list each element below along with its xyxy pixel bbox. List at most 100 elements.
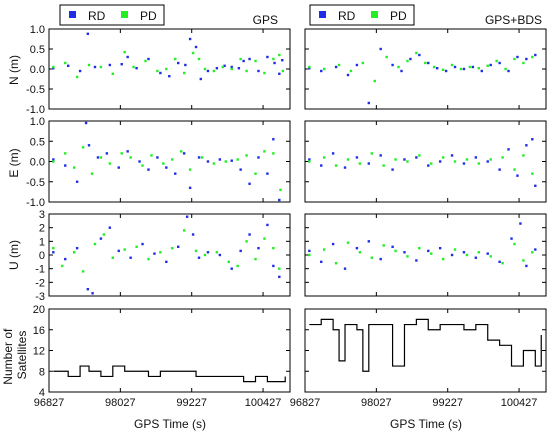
legend-marker-pd (371, 11, 378, 18)
y-tick-label: -2 (35, 277, 45, 289)
point-pd (132, 65, 135, 69)
point-pd (135, 245, 138, 248)
point-rd (87, 144, 91, 147)
point-rd (242, 59, 245, 63)
point-pd (477, 67, 481, 70)
point-pd (308, 253, 311, 257)
point-pd (489, 158, 492, 161)
point-pd (453, 248, 457, 251)
point-rd (206, 160, 210, 163)
point-rd (75, 180, 79, 183)
point-rd (320, 164, 323, 167)
point-pd (349, 69, 353, 73)
point-rd (126, 150, 129, 153)
point-pd (433, 65, 436, 69)
point-rd (197, 156, 201, 159)
point-rd (516, 174, 519, 177)
panel-u-gps-bds (304, 213, 547, 297)
point-rd (78, 69, 82, 73)
point-rd (206, 251, 210, 254)
point-rd (272, 264, 275, 268)
legend-frame (59, 4, 165, 26)
point-pd (370, 256, 373, 259)
point-pd (418, 154, 421, 157)
y-tick-label: 1 (39, 236, 45, 248)
point-rd (498, 260, 501, 264)
point-rd (474, 156, 478, 159)
point-rd (237, 67, 241, 70)
point-pd (52, 246, 55, 250)
y-tick-label: -1.0 (26, 197, 45, 209)
point-pd (361, 61, 365, 65)
point-pd (203, 253, 207, 257)
point-rd (248, 182, 251, 185)
point-pd (263, 237, 266, 240)
point-pd (182, 229, 186, 232)
legend-label-rd: RD (338, 9, 356, 23)
point-rd (165, 166, 168, 169)
y-tick-label: -3 (35, 291, 45, 303)
point-rd (355, 63, 359, 67)
point-pd (358, 162, 362, 165)
point-pd (230, 67, 233, 71)
point-rd (272, 138, 275, 141)
point-pd (75, 75, 79, 79)
point-rd (239, 168, 242, 171)
x-tick-label: 96827 (290, 397, 321, 409)
point-rd (52, 158, 55, 161)
point-rd (331, 152, 335, 155)
plot-frame (48, 308, 291, 393)
point-pd (64, 152, 67, 155)
point-rd (278, 275, 281, 279)
point-rd (525, 144, 528, 147)
point-rd (177, 61, 180, 65)
point-rd (435, 67, 439, 70)
point-pd (99, 156, 103, 159)
point-pd (486, 64, 489, 67)
point-rd (278, 198, 281, 202)
point-rd (67, 64, 70, 67)
point-rd (147, 168, 150, 171)
point-rd (418, 53, 421, 57)
x-tick-label: 100427 (501, 397, 538, 409)
point-rd (334, 65, 338, 69)
point-pd (531, 251, 534, 254)
point-rd (525, 264, 528, 268)
point-pd (236, 264, 239, 268)
column-title-gps: GPS (253, 13, 278, 27)
point-rd (206, 69, 210, 73)
y-axis-title-satellites-line2: Satellites (15, 331, 29, 380)
point-pd (323, 248, 326, 251)
point-rd (379, 154, 382, 157)
legend-left: RD PD (59, 4, 165, 26)
point-pd (424, 61, 427, 65)
point-pd (147, 257, 150, 261)
point-rd (273, 61, 276, 65)
y-tick-label: 2 (39, 223, 45, 235)
y-tick-label: 20 (33, 304, 45, 316)
point-rd (52, 251, 55, 254)
point-pd (382, 164, 385, 167)
point-pd (465, 253, 469, 257)
point-rd (320, 69, 323, 73)
legend-marker-pd (121, 11, 128, 18)
point-rd (531, 138, 534, 141)
point-rd (355, 246, 359, 250)
point-pd (179, 150, 183, 153)
point-rd (99, 237, 103, 240)
point-pd (102, 233, 106, 236)
point-rd (474, 256, 478, 259)
y-tick-label: -0.5 (26, 84, 45, 96)
point-pd (308, 65, 311, 69)
point-pd (236, 158, 239, 161)
legend-label-rd: RD (88, 9, 106, 23)
point-rd (427, 164, 430, 167)
point-rd (147, 57, 150, 61)
point-pd (81, 270, 85, 273)
point-rd (64, 164, 67, 167)
point-rd (438, 160, 442, 163)
point-pd (522, 154, 525, 157)
point-rd (117, 249, 120, 253)
plot-frame (48, 213, 291, 297)
